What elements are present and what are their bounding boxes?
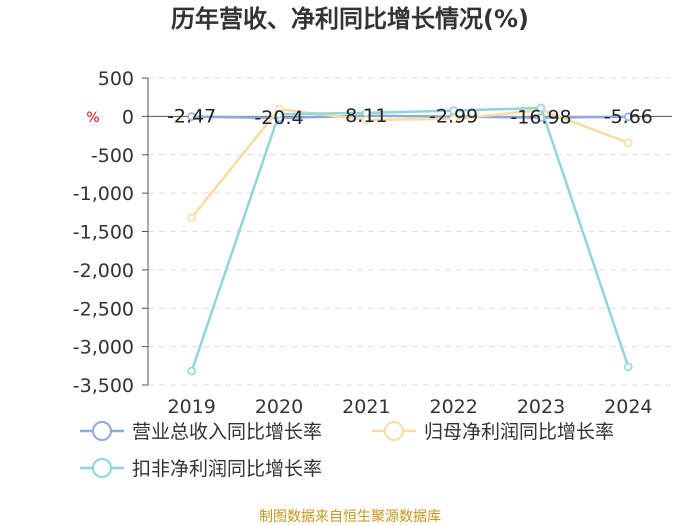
data-point	[187, 366, 196, 376]
x-tick-label: 2020	[255, 396, 303, 418]
data-point	[624, 362, 633, 372]
legend-item: 归母净利润同比增长率	[372, 421, 614, 443]
x-tick-label: 2024	[604, 396, 652, 418]
y-tick-label: -3,500	[73, 375, 134, 397]
data-point	[536, 103, 546, 113]
legend-item: 扣非净利润同比增长率	[80, 458, 322, 480]
y-tick-label: 500	[98, 68, 134, 90]
legend-item: 营业总收入同比增长率	[80, 421, 322, 443]
x-tick-label: 2021	[342, 396, 390, 418]
legend-marker	[92, 458, 112, 478]
y-tick-label: 0	[122, 106, 134, 128]
data-point	[449, 106, 458, 115]
legend-label: 扣非净利润同比增长率	[132, 458, 322, 480]
data-labels: -2.47 -20.4 8.11 -2.99 -16.98 -5.66	[167, 105, 653, 129]
x-tick-label: 2019	[167, 396, 215, 418]
data-point	[449, 114, 458, 124]
grid	[148, 77, 672, 386]
series	[187, 103, 633, 376]
data-label: -2.47	[167, 106, 216, 128]
series-line	[190, 107, 629, 219]
data-label: 8.11	[345, 105, 387, 127]
chart-title: 历年营收、净利同比增长情况(%)	[171, 5, 529, 33]
legend-label: 归母净利润同比增长率	[424, 421, 614, 443]
series-line	[191, 114, 629, 120]
data-point	[624, 112, 633, 122]
x-tick-label: 2023	[517, 396, 565, 418]
y-tick-label: -1,500	[73, 222, 134, 244]
data-label: -2.99	[429, 106, 478, 128]
y-tick-label: -2,000	[73, 260, 134, 282]
y-tick-label: -3,000	[73, 337, 134, 359]
legend-label: 营业总收入同比增长率	[132, 421, 322, 443]
x-tick-label: 2022	[429, 396, 477, 418]
y-tick-label: -2,500	[73, 298, 134, 320]
axes: 500 0 -500 -1,000 -1,500 -2,000 -2,500 -3,000 -3…	[73, 68, 672, 418]
data-point	[624, 138, 633, 148]
y-tick-label: -1,000	[73, 183, 134, 205]
y-tick-label: -500	[91, 145, 134, 167]
data-point	[362, 108, 371, 118]
data-label: -16.98	[510, 107, 571, 129]
y-axis-unit: %	[86, 110, 99, 126]
data-label: -20.4	[254, 107, 303, 129]
data-point	[274, 109, 284, 119]
legend-marker	[384, 421, 404, 441]
data-label: -5.66	[604, 106, 653, 128]
data-point	[187, 213, 196, 222]
series-line	[190, 106, 630, 372]
legend-marker	[92, 421, 112, 441]
source-note: 制图数据来自恒生聚源数据库	[259, 509, 441, 525]
data-point	[187, 112, 196, 121]
